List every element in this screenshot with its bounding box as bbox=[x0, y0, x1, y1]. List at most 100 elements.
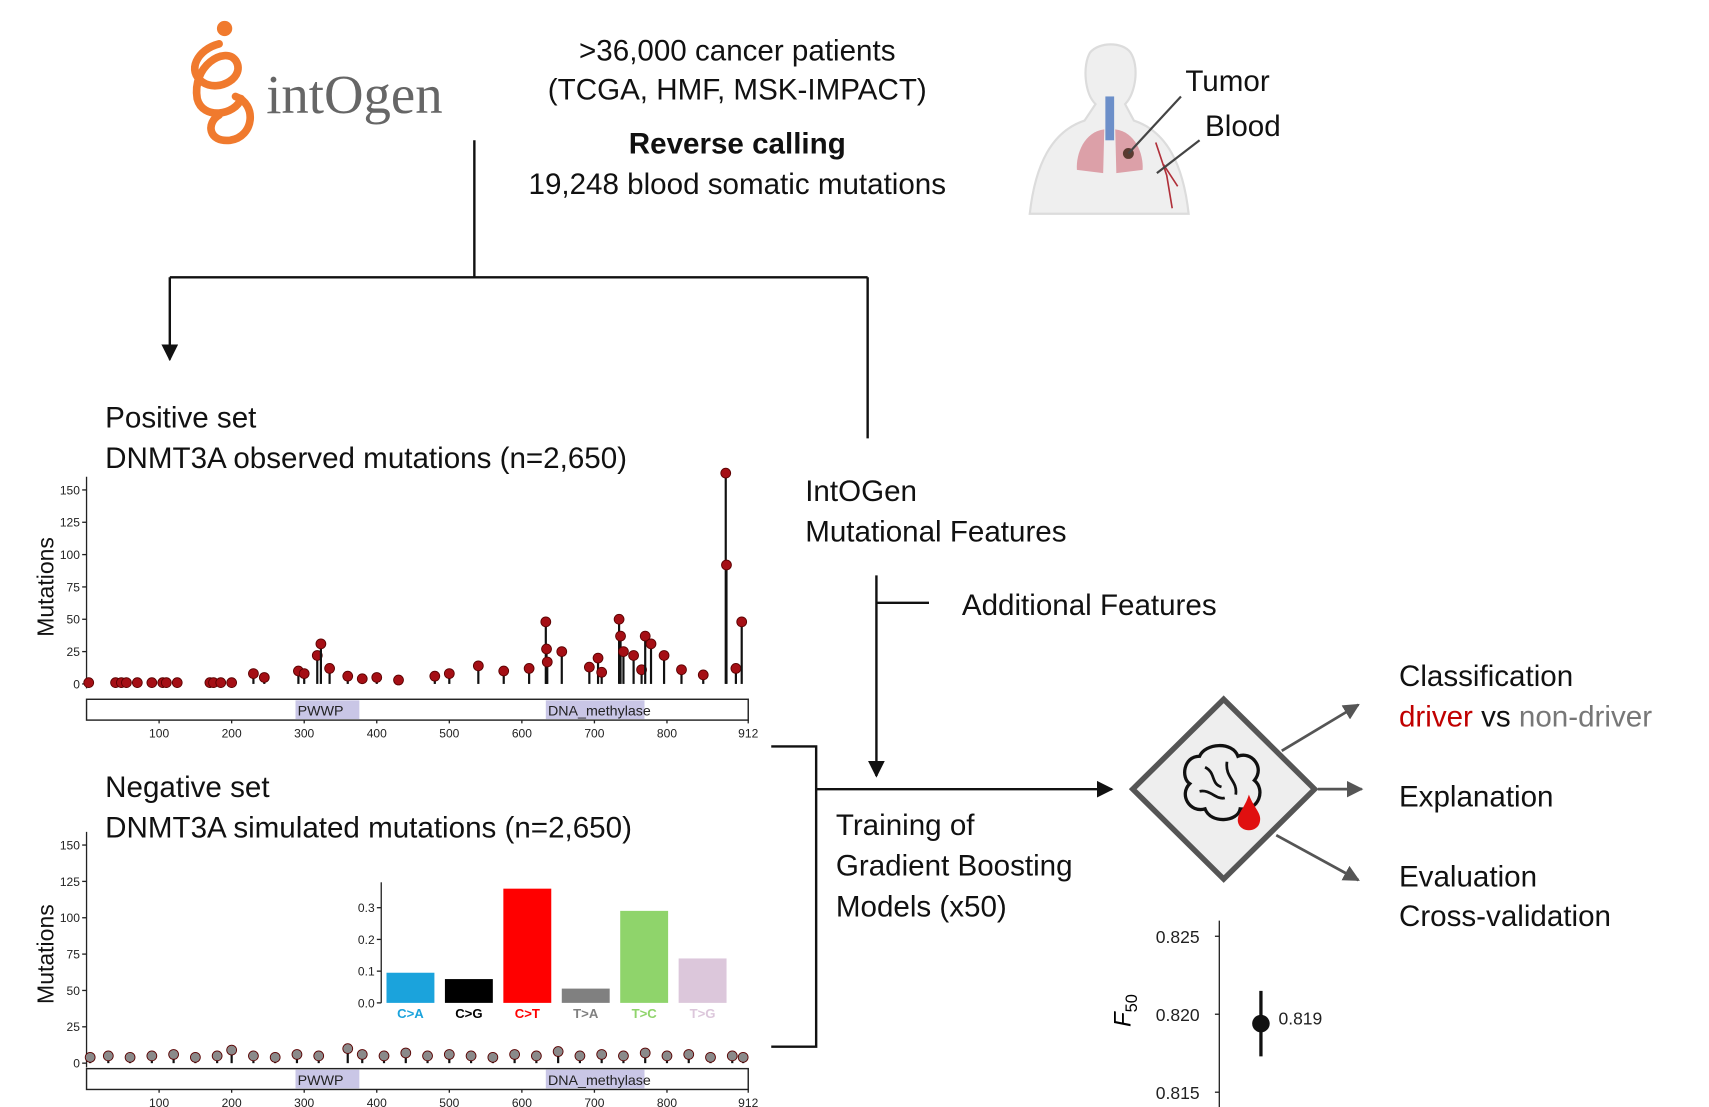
tumor-label: Tumor bbox=[1185, 65, 1269, 98]
mutation-dot bbox=[730, 663, 742, 674]
evaluation: Evaluation bbox=[1399, 861, 1537, 894]
mutation-dot bbox=[509, 1049, 520, 1060]
mutation-dot bbox=[168, 1049, 179, 1060]
mutation-dot bbox=[226, 677, 238, 689]
y-tick-label: 0.825 bbox=[1156, 927, 1200, 947]
mutation-dot bbox=[615, 630, 626, 642]
y-tick-label: 75 bbox=[67, 947, 81, 961]
y-tick-label: 0.1 bbox=[358, 965, 375, 979]
mutation-dot bbox=[429, 670, 441, 682]
x-tick-label: 912 bbox=[738, 727, 758, 741]
domain-label: PWWP bbox=[298, 1073, 344, 1089]
mutation-dot bbox=[705, 1051, 716, 1063]
y-tick-label: 100 bbox=[60, 911, 80, 925]
training-line: Gradient Boosting bbox=[836, 850, 1073, 883]
bar bbox=[444, 979, 493, 1003]
mutation-dot bbox=[131, 677, 143, 689]
mutation-dot bbox=[487, 1051, 499, 1063]
mutation-dot bbox=[124, 1051, 136, 1063]
mutation-dot bbox=[171, 677, 183, 689]
mutation-dot bbox=[315, 638, 327, 650]
mutation-dot bbox=[658, 650, 670, 661]
non-driver-label: non-driver bbox=[1519, 701, 1652, 734]
mutation-dot bbox=[211, 1050, 223, 1062]
negative-title: Negative set bbox=[105, 771, 269, 804]
y-tick-label: 75 bbox=[67, 580, 81, 594]
mutation-dot bbox=[291, 1049, 303, 1060]
x-tick-label: 400 bbox=[367, 1096, 387, 1107]
mutation-dot bbox=[121, 677, 132, 689]
domain bbox=[545, 700, 645, 720]
intogen-features: IntOGen bbox=[805, 475, 917, 508]
score-label: 0.819 bbox=[1278, 1009, 1322, 1029]
mutation-dot bbox=[378, 1050, 390, 1062]
mutational-features: Mutational Features bbox=[805, 515, 1066, 548]
category-label: T>A bbox=[573, 1006, 599, 1021]
mutation-dot bbox=[443, 1049, 455, 1060]
mutation-dot bbox=[422, 1050, 433, 1062]
domain bbox=[295, 1069, 360, 1089]
mutation-dot bbox=[258, 672, 270, 683]
mutation-dot bbox=[465, 1050, 477, 1062]
x-tick-label: 800 bbox=[657, 1096, 677, 1107]
mutation-dot bbox=[269, 1051, 281, 1063]
x-tick-label: 300 bbox=[294, 727, 314, 741]
mutation-dot bbox=[596, 666, 608, 678]
y-tick-label: 150 bbox=[60, 483, 80, 497]
y-tick-label: 50 bbox=[67, 984, 81, 998]
mutation-count: 19,248 blood somatic mutations bbox=[529, 168, 947, 201]
y-axis-label: Mutations bbox=[33, 537, 59, 637]
mutation-dot bbox=[636, 664, 647, 676]
y-axis-label: Mutations bbox=[33, 904, 59, 1004]
training-line: Models (x50) bbox=[836, 890, 1007, 923]
mutation-dot bbox=[661, 1050, 673, 1062]
mutation-dot bbox=[737, 1051, 749, 1063]
blood-label: Blood bbox=[1205, 110, 1281, 143]
x-tick-label: 500 bbox=[439, 727, 459, 741]
x-tick-label: 100 bbox=[149, 727, 169, 741]
x-tick-label: 200 bbox=[222, 1096, 242, 1107]
y-tick-label: 0 bbox=[73, 1057, 80, 1071]
bar bbox=[561, 988, 610, 1003]
mutation-dot bbox=[592, 652, 604, 664]
mutation-dot bbox=[298, 668, 310, 679]
positive-subtitle: DNMT3A observed mutations (n=2,650) bbox=[105, 442, 627, 475]
x-tick-label: 100 bbox=[149, 1096, 169, 1107]
mutation-dot bbox=[146, 1050, 158, 1062]
mutation-dot bbox=[371, 672, 383, 683]
y-tick-label: 25 bbox=[67, 645, 81, 659]
score-point bbox=[1252, 1014, 1270, 1033]
mutation-dot bbox=[618, 1050, 629, 1062]
y-tick-label: 125 bbox=[60, 516, 80, 530]
mutation-dot bbox=[736, 616, 748, 628]
x-tick-label: 600 bbox=[512, 727, 532, 741]
x-tick-label: 700 bbox=[584, 1096, 604, 1107]
mutation-dot bbox=[556, 646, 568, 657]
mutation-dot bbox=[102, 1050, 114, 1062]
y-tick-label: 0.3 bbox=[358, 901, 375, 915]
domain-label: PWWP bbox=[298, 704, 344, 720]
driver-label: driver bbox=[1399, 701, 1473, 734]
mutation-dot bbox=[324, 663, 335, 674]
mutation-dot bbox=[523, 663, 535, 674]
domain-label: DNA_methylase bbox=[548, 1073, 651, 1089]
y-tick-label: 150 bbox=[60, 838, 80, 852]
flow-lines bbox=[161, 140, 1114, 1048]
cross-validation: Cross-validation bbox=[1399, 900, 1611, 933]
bar bbox=[386, 972, 435, 1003]
mutation-dot bbox=[248, 668, 259, 679]
mutation-dot bbox=[639, 1047, 651, 1059]
bar bbox=[678, 958, 727, 1003]
mutation-dot bbox=[726, 1050, 738, 1062]
mutation-dot bbox=[342, 1043, 354, 1054]
mutation-dot bbox=[540, 616, 552, 628]
model-icon bbox=[1128, 695, 1364, 883]
mutation-dot bbox=[628, 650, 639, 661]
mutation-dot bbox=[574, 1050, 586, 1062]
category-label: T>C bbox=[632, 1006, 658, 1021]
mutation-dot bbox=[541, 656, 553, 668]
negative-subtitle: DNMT3A simulated mutations (n=2,650) bbox=[105, 811, 632, 844]
mutation-dot bbox=[720, 467, 732, 479]
body-illustration bbox=[1028, 43, 1201, 215]
